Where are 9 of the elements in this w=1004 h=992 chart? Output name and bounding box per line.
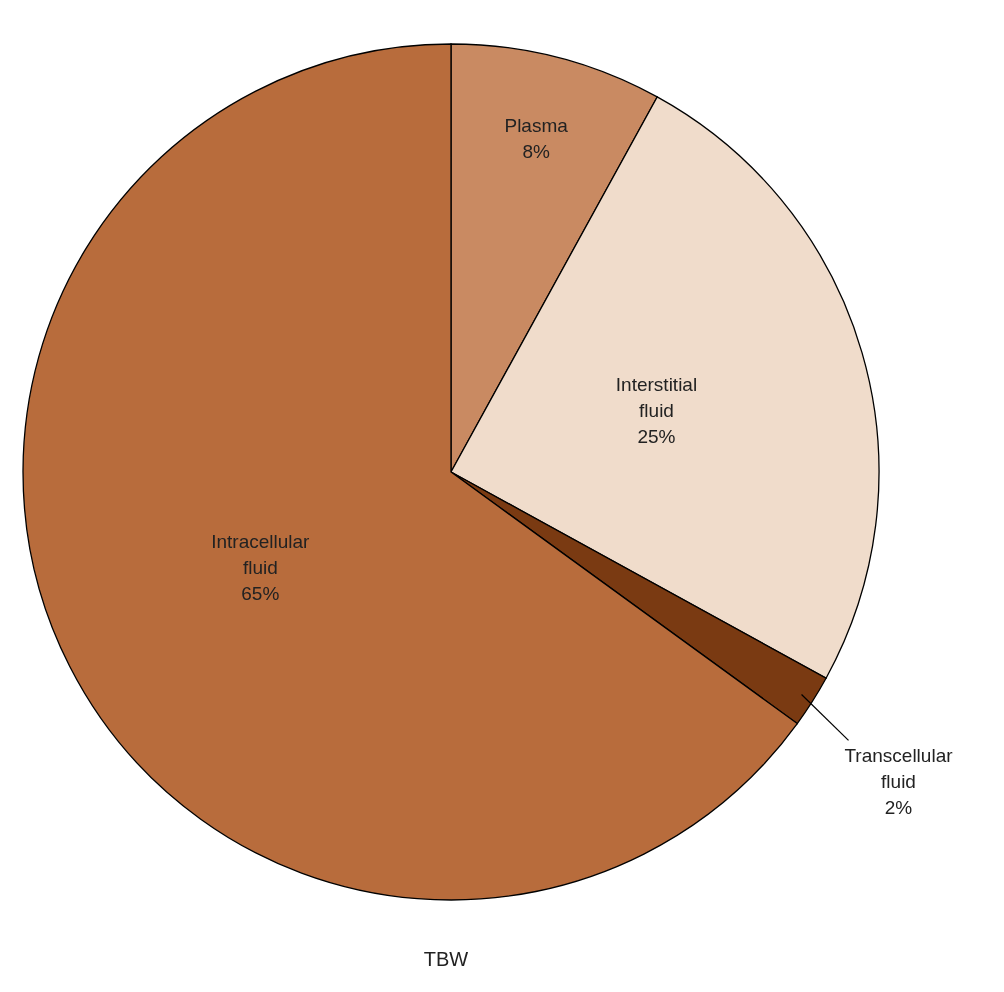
data-label: 25%: [637, 426, 676, 448]
text: TBW: [423, 948, 469, 970]
slice-label: Interstitial fluid: [615, 374, 698, 422]
data-label: 65%: [241, 583, 280, 605]
slice-label: Plasma: [504, 115, 569, 137]
data-label: 2%: [884, 797, 913, 819]
data-label: 8%: [522, 141, 550, 163]
slice-label: Transcellular fluid: [844, 745, 954, 793]
slice-label: Intracellular fluid: [211, 531, 311, 579]
